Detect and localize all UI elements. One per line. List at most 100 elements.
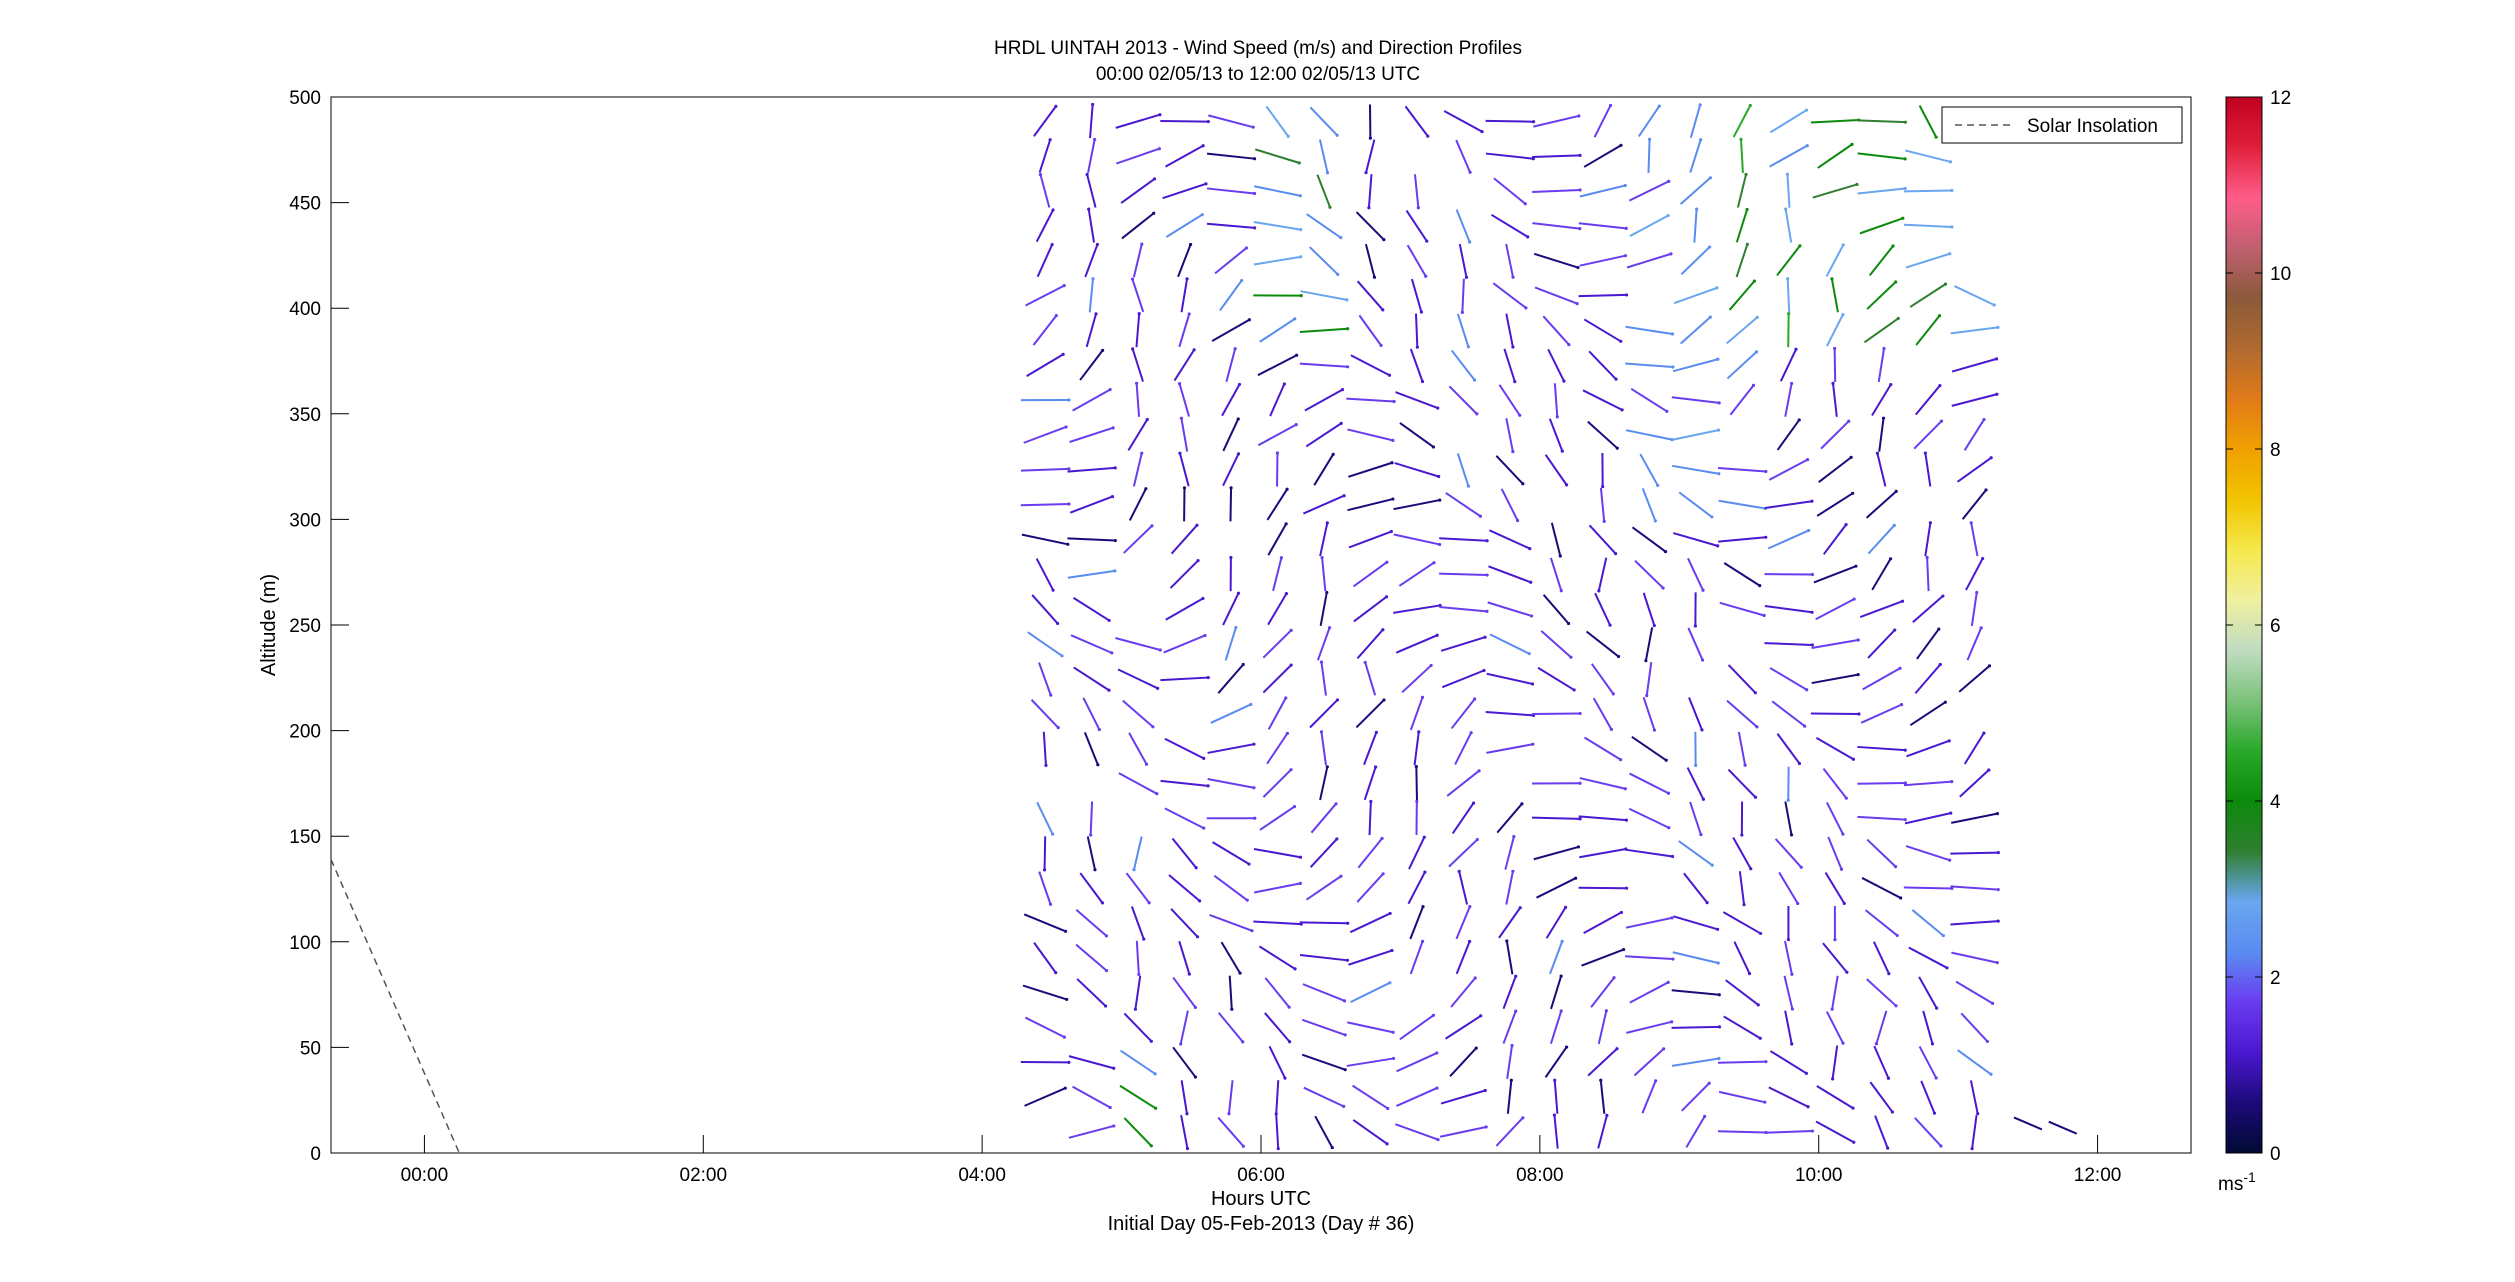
wind-vector — [1132, 452, 1143, 487]
wind-vector-head — [1425, 239, 1429, 243]
wind-vector-head — [1287, 1005, 1291, 1009]
wind-vector — [1905, 845, 1950, 862]
wind-vector-head — [1698, 103, 1702, 107]
wind-vector — [1822, 768, 1848, 799]
wind-vector-head — [1241, 1040, 1245, 1044]
wind-vector-head — [1670, 916, 1674, 920]
wind-vector-head — [1939, 419, 1944, 423]
wind-vector — [1689, 801, 1702, 835]
wind-vector-head — [1899, 703, 1904, 707]
wind-vector — [1548, 418, 1564, 452]
wind-vector-head — [1130, 277, 1135, 281]
wind-vector — [1867, 629, 1896, 659]
wind-vector-head — [1661, 586, 1665, 590]
wind-vector-head — [1156, 686, 1160, 690]
wind-vector-head — [1707, 1081, 1711, 1085]
wind-vector-head — [1252, 191, 1257, 196]
wind-vector-head — [1276, 1147, 1280, 1151]
wind-vector-head — [1752, 279, 1756, 283]
wind-vector — [1135, 313, 1141, 348]
wind-vector-head — [1572, 688, 1576, 692]
wind-vector — [1625, 848, 1673, 858]
wind-vector — [1817, 143, 1853, 169]
wind-vector-head — [1325, 171, 1330, 175]
wind-vector — [1072, 1085, 1111, 1109]
wind-vector-head — [1790, 1007, 1794, 1011]
wind-vector — [1485, 152, 1534, 160]
wind-vector — [1679, 177, 1712, 205]
wind-vector-head — [1716, 927, 1720, 931]
wind-vector — [1220, 941, 1241, 974]
wind-vector-head — [1851, 491, 1855, 495]
wind-vector-head — [1435, 1086, 1439, 1090]
wind-vector — [1169, 559, 1199, 589]
wind-vector-head — [1948, 858, 1952, 862]
wind-vector — [1164, 737, 1205, 760]
wind-vector — [1815, 736, 1854, 761]
wind-vector-head — [1874, 1042, 1878, 1046]
wind-vector-head — [1790, 381, 1794, 386]
wind-vector-head — [1831, 1077, 1835, 1081]
wind-vector-head — [1477, 769, 1481, 773]
wind-vector — [1505, 313, 1514, 348]
wind-vector — [1866, 838, 1897, 868]
wind-vector-head — [1158, 648, 1162, 652]
wind-vector-head — [1420, 695, 1425, 700]
wind-vector — [1455, 941, 1471, 975]
wind-vector-head — [1619, 339, 1623, 343]
wind-vector — [1134, 975, 1142, 1010]
wind-vector-head — [1670, 854, 1675, 859]
wind-vector-head — [1844, 796, 1848, 800]
wind-vector — [1275, 1080, 1280, 1114]
wind-vector-head — [1624, 886, 1629, 890]
wind-vector — [1089, 104, 1094, 139]
wind-vector — [1178, 313, 1191, 348]
wind-vector — [1633, 1048, 1665, 1077]
wind-vector — [1413, 731, 1420, 766]
wind-vector — [1857, 815, 1906, 821]
wind-vector-head — [1298, 855, 1303, 859]
wind-vector-head — [1805, 458, 1810, 462]
wind-vector — [1916, 628, 1940, 660]
wind-vector — [1786, 174, 1791, 208]
wind-vector — [1170, 524, 1198, 555]
wind-vector — [1033, 942, 1057, 974]
wind-vector — [1035, 209, 1054, 243]
wind-vector — [1301, 1053, 1346, 1071]
wind-vector — [1857, 152, 1906, 160]
wind-vector-head — [1810, 1129, 1815, 1133]
wind-vector-head — [1511, 449, 1515, 454]
wind-vector — [1553, 1080, 1559, 1114]
wind-vector — [1229, 487, 1233, 522]
wind-vector — [1086, 836, 1096, 870]
wind-vector-head — [1473, 697, 1477, 701]
wind-vector — [1717, 1130, 1766, 1134]
wind-vector — [1859, 217, 1904, 235]
wind-vector — [1873, 1045, 1890, 1079]
wind-vector-head — [1285, 731, 1290, 735]
wind-vector — [1673, 915, 1718, 931]
wind-vector-head — [1421, 904, 1425, 909]
wind-vector-head — [1652, 623, 1656, 628]
wind-vector-head — [1996, 325, 2000, 329]
wind-vector — [1217, 1012, 1244, 1043]
wind-vector-head — [1785, 172, 1790, 176]
wind-vector — [1406, 244, 1427, 277]
wind-vector-head — [1805, 688, 1809, 692]
y-tick-label: 150 — [289, 827, 321, 848]
wind-vector-head — [1192, 348, 1196, 352]
wind-vector-head — [1619, 143, 1623, 147]
wind-vector-head — [1094, 312, 1098, 316]
wind-vector — [1641, 1080, 1657, 1114]
wind-vector — [1042, 731, 1047, 766]
wind-vector-head — [1468, 939, 1472, 944]
wind-vector — [1448, 385, 1478, 415]
wind-vector-head — [1381, 872, 1385, 876]
wind-vector-head — [1457, 869, 1461, 873]
wind-vector — [1590, 663, 1615, 695]
wind-vector-head — [1511, 275, 1515, 279]
wind-vector — [1219, 279, 1243, 312]
wind-vector — [1583, 911, 1622, 935]
wind-vector — [1825, 801, 1844, 835]
wind-vector-head — [1101, 348, 1105, 352]
